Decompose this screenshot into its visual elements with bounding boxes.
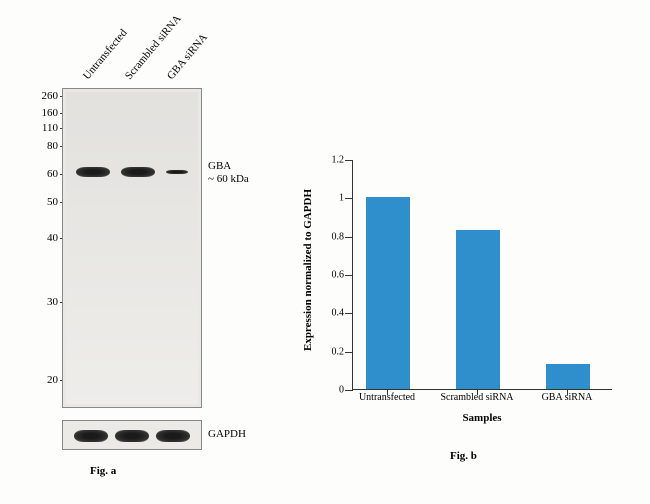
gba-band [166, 170, 188, 174]
lane-label-3: GBA siRNA [165, 31, 210, 82]
blot-membrane-main [62, 88, 202, 408]
y-tick-label: 0 [322, 385, 344, 396]
mw-marker: 110 [42, 122, 58, 134]
mw-marker: 260 [42, 90, 59, 102]
x-tick-label: Scrambled siRNA [437, 392, 517, 403]
gapdh-band [115, 430, 149, 442]
x-axis-label: Samples [352, 412, 612, 424]
mw-marker: 60 [47, 168, 58, 180]
chart-bar [366, 197, 410, 389]
mw-marker: 160 [42, 107, 59, 119]
y-tick-label: 0.4 [322, 308, 344, 319]
y-tick-label: 0.8 [322, 231, 344, 242]
gba-band [76, 167, 110, 177]
x-tick-label: Untransfected [347, 392, 427, 403]
blot-membrane-gapdh [62, 420, 202, 450]
mw-marker: 30 [47, 296, 58, 308]
gba-mw-text: ~ 60 kDa [208, 173, 249, 186]
chart-plot-area [352, 160, 612, 390]
bar-chart-panel: Expression normalized to GAPDH 0 0.2 0.4 0.… [300, 150, 630, 470]
y-tick-label: 0.6 [322, 270, 344, 281]
mw-marker: 20 [47, 374, 58, 386]
gapdh-band [74, 430, 108, 442]
gba-band [121, 167, 155, 177]
gba-label-text: GBA [208, 160, 249, 173]
x-tick-label: GBA siRNA [527, 392, 607, 403]
y-tick-label: 0.2 [322, 346, 344, 357]
western-blot-panel: Untransfected Scrambled siRNA GBA siRNA … [20, 10, 280, 480]
mw-marker: 50 [47, 196, 58, 208]
mw-marker: 80 [47, 140, 58, 152]
y-tick-label: 1 [322, 193, 344, 204]
mw-marker: 40 [47, 232, 58, 244]
gapdh-label-text: GAPDH [208, 428, 246, 441]
gba-band-row [71, 165, 193, 179]
chart-bar [546, 364, 590, 389]
figure-b-caption: Fig. b [450, 450, 477, 462]
chart-bar [456, 230, 500, 389]
gapdh-band-row [71, 429, 193, 443]
figure-a-caption: Fig. a [90, 465, 116, 477]
lane-labels-group: Untransfected Scrambled siRNA GBA siRNA [82, 10, 222, 80]
gba-annotation: GBA ~ 60 kDa [208, 160, 249, 186]
y-tick-label: 1.2 [322, 155, 344, 166]
y-axis-label: Expression normalized to GAPDH [302, 189, 314, 351]
gapdh-band [156, 430, 190, 442]
